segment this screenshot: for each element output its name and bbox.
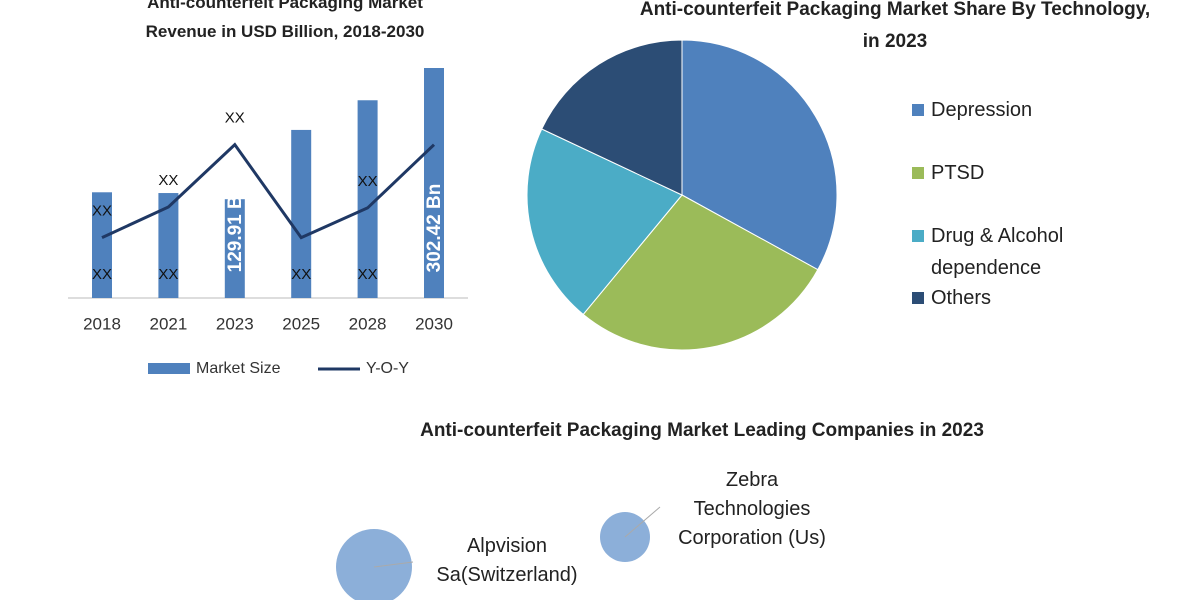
x-tick-label: 2025 <box>282 314 320 333</box>
x-tick-label: 2018 <box>83 314 121 333</box>
bar <box>224 199 245 298</box>
legend-label: Y-O-Y <box>366 360 409 377</box>
legend-swatch <box>912 104 924 116</box>
bar-value-label: 302.42 Bn <box>424 184 445 273</box>
bar <box>357 100 378 299</box>
bar-value-label: XX <box>158 266 178 283</box>
bar-value-label: XX <box>358 266 378 283</box>
bubble <box>336 529 412 600</box>
line <box>101 142 436 240</box>
bar <box>92 192 112 298</box>
legend-label: Drug & Alcohol dependence <box>931 225 1064 279</box>
line-value-label: XX <box>92 203 112 220</box>
bubble-label: Zebra Technologies Corporation (Us) <box>678 469 826 549</box>
bar-value-label: XX <box>291 266 311 283</box>
legend-swatch <box>148 363 190 374</box>
pie-slice <box>526 128 683 316</box>
leader-line <box>624 506 661 538</box>
legend-label: Depression <box>931 99 1033 121</box>
bubble-label: Alpvision Sa(Switzerland) <box>436 535 578 586</box>
chart-title: Anti-counterfeit Packaging Market Revenu… <box>145 0 425 41</box>
legend-label: PTSD <box>931 162 985 184</box>
x-tick-label: 2028 <box>349 314 387 333</box>
bar-value-label: 129.91 Bn <box>225 184 246 273</box>
legend-swatch <box>912 167 924 179</box>
line-value-label: XX <box>158 172 178 189</box>
x-tick-label: 2030 <box>415 314 453 333</box>
line-value-label: XX <box>225 110 245 127</box>
x-tick-label: 2021 <box>149 314 187 333</box>
pie-slice <box>541 39 683 196</box>
pie-slice <box>582 194 819 351</box>
x-tick-label: 2023 <box>216 314 254 333</box>
bar <box>158 193 179 298</box>
bar-value-label: XX <box>92 266 112 283</box>
leader-line <box>373 561 414 568</box>
line-value-label: XX <box>358 173 378 190</box>
bar <box>424 68 444 298</box>
bar <box>291 129 312 298</box>
legend-label: Others <box>931 287 992 309</box>
chart-title: Anti-counterfeit Packaging Market Leadin… <box>420 420 984 441</box>
legend-swatch <box>912 292 924 304</box>
pie-slice <box>681 39 838 271</box>
legend-swatch <box>912 230 924 242</box>
chart-title: Anti-counterfeit Packaging Market Share … <box>639 0 1151 52</box>
legend-label: Market Size <box>196 360 281 377</box>
